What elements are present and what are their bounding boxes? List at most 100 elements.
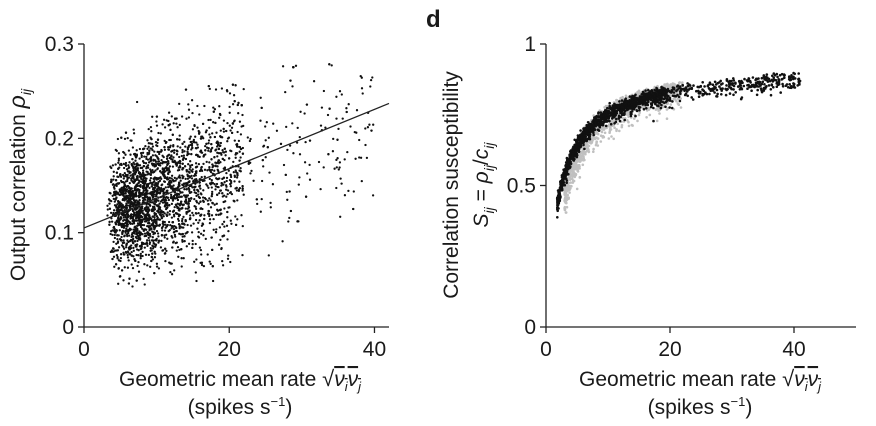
left-point: [200, 261, 204, 264]
right-grey-point: [582, 159, 585, 162]
right-black-point: [645, 107, 648, 110]
left-point: [217, 213, 220, 216]
right-grey-point: [657, 109, 660, 112]
left-point: [264, 125, 267, 128]
left-point: [194, 212, 198, 215]
left-point: [217, 147, 221, 151]
left-point: [161, 213, 164, 216]
left-point: [199, 200, 202, 203]
left-point: [145, 157, 148, 161]
left-point: [138, 236, 141, 240]
left-point: [129, 228, 132, 231]
left-point: [128, 161, 131, 164]
left-point: [162, 169, 166, 172]
left-point: [175, 122, 178, 125]
left-point: [184, 157, 188, 161]
left-point: [129, 153, 132, 156]
left-point: [150, 227, 153, 231]
left-point: [226, 238, 229, 241]
left-point: [171, 165, 175, 168]
left-point: [150, 259, 153, 263]
left-point: [151, 195, 154, 198]
left-point: [162, 118, 166, 121]
left-point: [151, 169, 154, 172]
left-point: [212, 106, 215, 109]
left-point: [194, 135, 197, 138]
left-point: [168, 176, 171, 180]
left-point: [211, 163, 214, 166]
right-grey-point: [571, 171, 574, 175]
left-x-tick-label: 20: [218, 338, 241, 361]
left-point: [212, 121, 215, 124]
left-point: [178, 164, 182, 168]
left-point: [179, 191, 182, 194]
right-black-point: [678, 99, 682, 103]
right-black-point: [618, 119, 622, 123]
right-grey-point: [563, 193, 567, 196]
left-point: [215, 145, 219, 148]
right-black-point: [796, 84, 799, 87]
left-point: [136, 239, 139, 243]
left-point: [122, 162, 125, 166]
left-point: [222, 119, 226, 122]
left-point: [259, 96, 262, 99]
left-point: [145, 228, 148, 231]
right-grey-point: [675, 99, 678, 103]
left-point: [121, 214, 125, 217]
left-point: [192, 222, 195, 225]
left-point: [138, 230, 141, 233]
left-point: [137, 260, 140, 264]
left-point: [145, 203, 148, 206]
left-point: [151, 205, 155, 209]
left-point: [127, 149, 131, 152]
right-grey-point: [586, 149, 590, 152]
left-point: [197, 221, 200, 224]
right-grey-point: [627, 124, 631, 128]
left-point: [241, 189, 244, 192]
left-point: [182, 257, 185, 260]
left-point: [272, 122, 275, 125]
left-point: [109, 165, 112, 168]
left-point: [150, 130, 153, 133]
left-point: [150, 185, 153, 188]
left-point: [156, 138, 160, 141]
left-point: [142, 189, 146, 192]
left-point: [190, 177, 194, 180]
left-point: [203, 168, 207, 171]
left-point: [210, 181, 213, 184]
right-black-point: [751, 76, 755, 79]
left-point: [332, 137, 335, 141]
left-point: [225, 188, 228, 191]
left-point: [144, 162, 148, 165]
left-point: [225, 185, 228, 188]
left-y-tick-label: 0: [62, 316, 74, 339]
left-point: [209, 262, 212, 266]
left-point: [219, 208, 222, 211]
left-point: [144, 207, 147, 210]
left-point: [153, 193, 156, 196]
left-point: [145, 183, 149, 186]
left-point: [211, 265, 214, 268]
left-point: [267, 254, 270, 257]
left-point: [126, 176, 129, 179]
right-grey-point: [563, 208, 567, 212]
left-point: [123, 175, 126, 178]
left-point: [163, 161, 166, 164]
left-point: [110, 199, 113, 203]
left-point: [345, 107, 348, 110]
left-point: [151, 183, 154, 186]
left-point: [198, 185, 201, 188]
left-point: [208, 165, 211, 169]
left-point: [177, 219, 180, 222]
left-point: [145, 165, 148, 168]
left-point: [113, 229, 116, 232]
left-point: [116, 249, 120, 252]
left-point: [143, 186, 146, 189]
left-point: [112, 209, 116, 212]
right-grey-point: [645, 116, 648, 119]
left-point: [191, 146, 194, 150]
left-point: [121, 186, 124, 189]
left-point: [143, 283, 146, 286]
left-point: [196, 143, 199, 146]
left-point: [178, 134, 181, 137]
